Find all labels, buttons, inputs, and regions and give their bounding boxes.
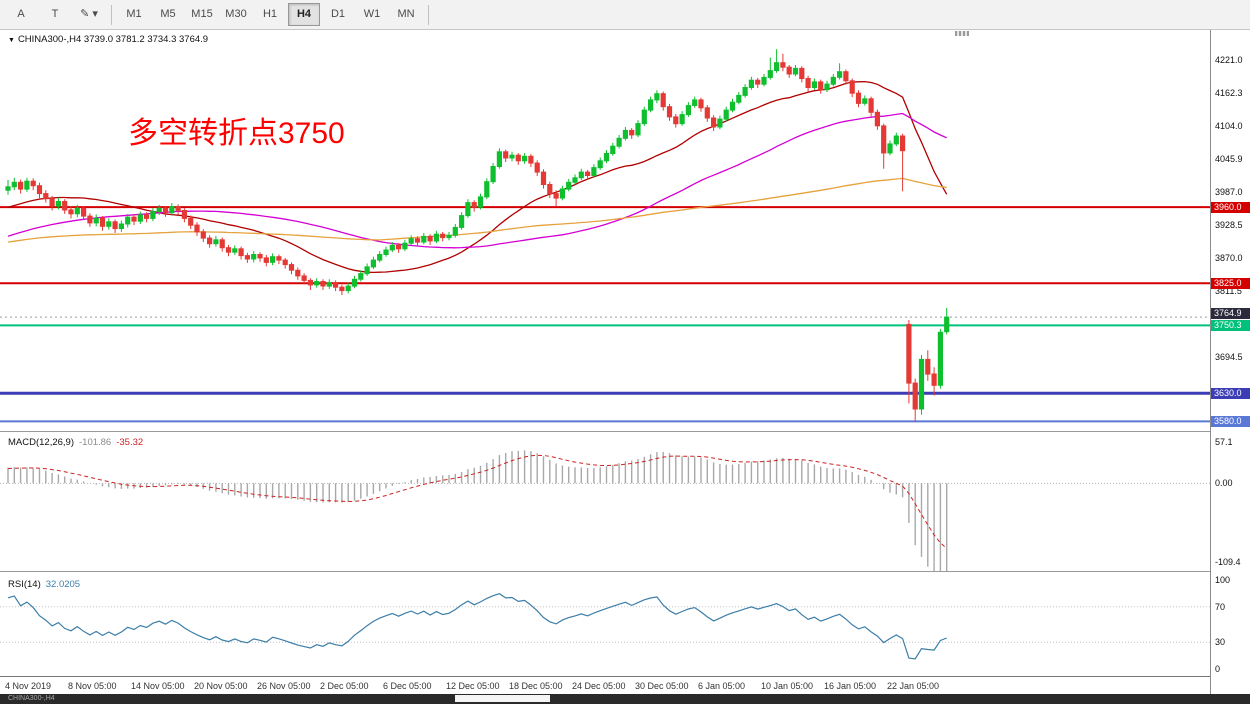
bottom-bar-tab[interactable]: CHINA300-,H4: [8, 695, 55, 702]
time-axis-label: 8 Nov 05:00: [68, 681, 117, 691]
drawing-tools-group: A T ✎ ▾: [4, 0, 106, 29]
rsi-name: RSI(14): [8, 579, 41, 590]
objects-tool-button[interactable]: ✎ ▾: [80, 8, 98, 20]
time-axis-label: 2 Dec 05:00: [320, 681, 369, 691]
price-axis-label: -109.4: [1215, 556, 1241, 567]
moving-average-line-21: [7, 80, 948, 274]
macd-name: MACD(12,26,9): [8, 437, 74, 448]
timeframe-button-m5[interactable]: M5: [160, 8, 176, 20]
price-axis-label: 3870.0: [1215, 252, 1243, 263]
chart-workspace[interactable]: 4 Nov 2019 8 Nov 05:00 14 Nov 05:00 20 Nov …: [0, 30, 1250, 704]
toolbar-separator: [428, 4, 429, 25]
rsi-value: 32.0205: [45, 579, 81, 590]
time-axis-label: 18 Dec 05:00: [509, 681, 563, 691]
timeframe-button-h4[interactable]: H4: [288, 3, 320, 26]
chart-scroll-marker[interactable]: [955, 31, 969, 36]
price-axis-label: 4045.9: [1215, 153, 1243, 164]
price-axis-label: 4162.3: [1215, 87, 1243, 98]
time-axis-label: 20 Nov 05:00: [194, 681, 248, 691]
price-axis-label: 0.00: [1215, 478, 1233, 489]
chart-title: ▼ CHINA300-,H4 3739.0 3781.2 3734.3 3764.…: [8, 34, 208, 45]
chart-title-text: CHINA300-,H4 3739.0 3781.2 3734.3 3764.9: [17, 34, 209, 45]
chart-canvas[interactable]: 4 Nov 2019 8 Nov 05:00 14 Nov 05:00 20 Nov …: [0, 30, 1210, 694]
timeframe-button-m15[interactable]: M15: [191, 8, 213, 20]
timeframe-button-m1[interactable]: M1: [126, 8, 142, 20]
price-axis-label: 30: [1215, 637, 1226, 648]
time-axis-label: 30 Dec 05:00: [635, 681, 689, 691]
price-axis-label: 4104.0: [1215, 120, 1243, 131]
price-axis-label: 100: [1215, 575, 1231, 586]
price-axis-label: 70: [1215, 601, 1226, 612]
toolbar-separator: [111, 4, 112, 25]
current-price-tag: 3764.9: [1211, 307, 1250, 319]
chart-annotation: 多空转折点3750: [128, 117, 345, 150]
price-axis-label: 3811.5: [1215, 285, 1242, 296]
price-axis-label: 3928.5: [1215, 219, 1243, 230]
time-axis-label: 10 Jan 05:00: [761, 681, 813, 691]
toolbar: A T ✎ ▾ M1 M5 M15 M30 H1 H4 D1 W1 MN: [0, 0, 1250, 30]
macd-signal-line: [7, 454, 948, 549]
candles-group: [5, 49, 950, 422]
timeframe-button-m30[interactable]: M30: [225, 8, 247, 20]
price-axis-label: 3987.0: [1215, 186, 1243, 197]
time-axis-label: 24 Dec 05:00: [572, 681, 626, 691]
timeframe-button-h1[interactable]: H1: [262, 8, 278, 20]
timeframe-group: M1 M5 M15 M30 H1 H4 D1 W1 MN: [117, 0, 423, 29]
price-tag-3630: 3630.0: [1211, 387, 1250, 399]
price-axis-label: 0: [1215, 663, 1221, 674]
time-axis-label: 12 Dec 05:00: [446, 681, 500, 691]
price-axis-label: 3694.5: [1215, 351, 1243, 362]
time-axis-label: 16 Jan 05:00: [824, 681, 876, 691]
rsi-line: [7, 593, 947, 660]
collapse-triangle-icon[interactable]: ▼: [8, 37, 15, 44]
macd-indicator-label: MACD(12,26,9) -101.86 -35.32: [8, 437, 143, 448]
price-axis-label: 4221.0: [1215, 54, 1243, 65]
timeframe-button-w1[interactable]: W1: [363, 8, 381, 20]
macd-histogram: [7, 450, 948, 571]
annotation-tool-button[interactable]: A: [17, 8, 25, 20]
timeframe-button-d1[interactable]: D1: [330, 8, 346, 20]
price-tag-3960: 3960.0: [1211, 201, 1250, 213]
time-axis-label: 6 Dec 05:00: [383, 681, 432, 691]
price-tag-3825: 3825.0: [1211, 277, 1250, 289]
time-axis-label: 14 Nov 05:00: [131, 681, 185, 691]
time-axis-label: 22 Jan 05:00: [887, 681, 939, 691]
price-tag-3750.3: 3750.3: [1211, 319, 1250, 331]
time-axis-label: 6 Jan 05:00: [698, 681, 745, 691]
time-axis-label: 4 Nov 2019: [5, 681, 51, 691]
bottom-bar[interactable]: CHINA300-,H4: [0, 694, 1250, 704]
timeframe-button-mn[interactable]: MN: [397, 8, 415, 20]
bottom-bar-highlight: [455, 695, 550, 702]
text-tool-button[interactable]: T: [51, 8, 59, 20]
macd-value: -101.86: [79, 437, 112, 448]
macd-signal-value: -35.32: [116, 437, 144, 448]
price-axis: 4221.0 4162.3 4104.0 4045.9 3987.0 3928.5 3870…: [1210, 30, 1250, 694]
rsi-indicator-label: RSI(14) 32.0205: [8, 579, 80, 590]
price-tag-3580: 3580.0: [1211, 415, 1250, 427]
price-axis-label: 57.1: [1215, 437, 1233, 448]
time-axis-label: 26 Nov 05:00: [257, 681, 311, 691]
moving-average-line-120: [7, 177, 947, 243]
